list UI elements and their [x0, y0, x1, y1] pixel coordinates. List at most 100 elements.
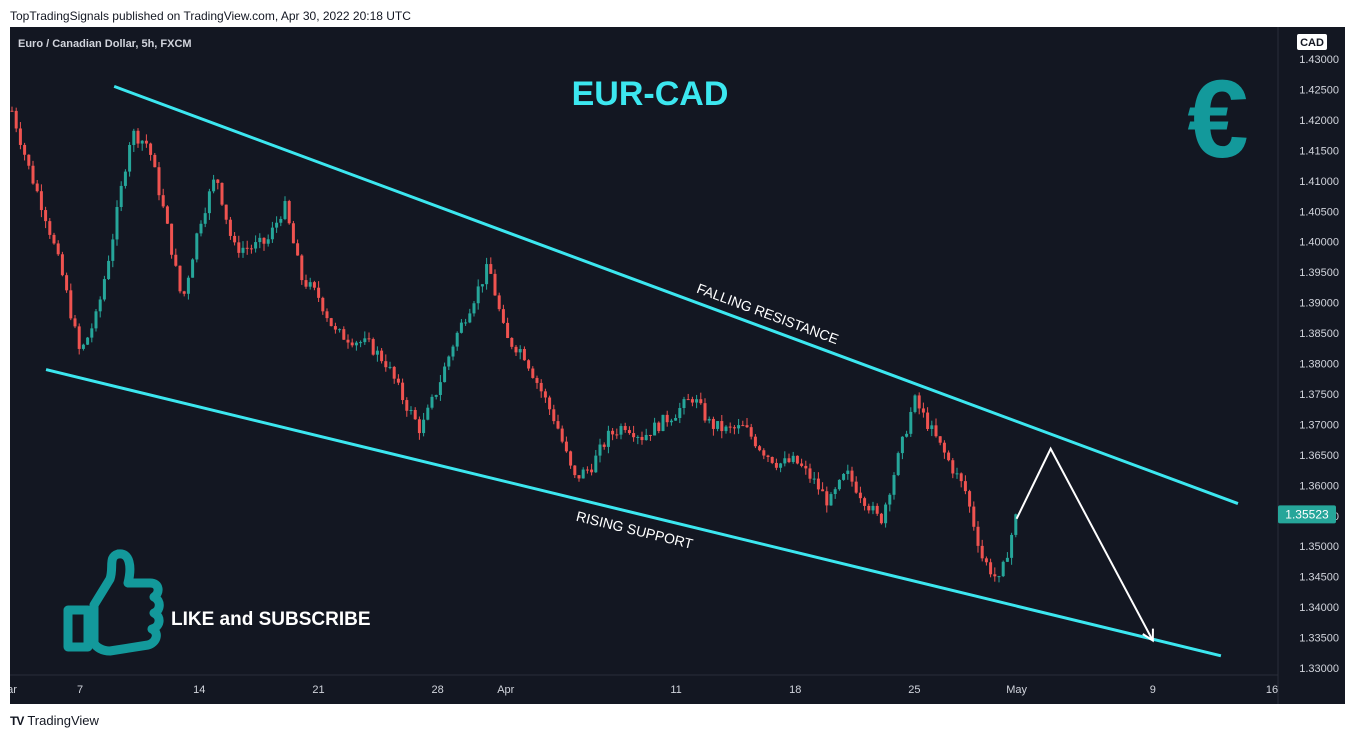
- candle-body: [577, 475, 581, 479]
- candle-body: [464, 322, 468, 324]
- candle-body: [573, 465, 577, 476]
- candle-body: [581, 469, 585, 479]
- candle-body: [233, 235, 237, 243]
- symbol-title: Euro / Canadian Dollar, 5h, FXCM: [18, 38, 192, 50]
- candle-body: [396, 378, 400, 383]
- candle-body: [787, 458, 791, 463]
- candle-body: [157, 167, 161, 196]
- candle-body: [850, 470, 854, 482]
- candle-body: [968, 491, 972, 507]
- candle-body: [665, 414, 669, 423]
- y-tick-label: 1.38500: [1299, 328, 1339, 340]
- subscribe-text: LIKE and SUBSCRIBE: [171, 609, 371, 630]
- candle-body: [653, 422, 657, 436]
- candle-body: [401, 382, 405, 401]
- candle-body: [833, 489, 837, 495]
- candle-body: [65, 275, 69, 291]
- candle-body: [732, 427, 736, 429]
- candle-body: [81, 344, 85, 349]
- candle-body: [304, 280, 308, 287]
- candle-body: [480, 284, 484, 287]
- currency-badge: CAD: [1297, 34, 1327, 50]
- candle-body: [18, 128, 22, 145]
- y-tick-label: 1.37500: [1299, 389, 1339, 401]
- candle-body: [926, 412, 930, 429]
- time-axis: ar 7 14 21 28 Apr 11 18 25 May 9 16: [10, 674, 1278, 696]
- candle-body: [703, 403, 707, 421]
- candle-body: [249, 248, 253, 250]
- candle-body: [737, 425, 741, 429]
- candle-body: [384, 361, 388, 368]
- y-tick-label: 1.40500: [1299, 206, 1339, 218]
- y-tick-label: 1.33500: [1299, 633, 1339, 645]
- candle-body: [829, 494, 833, 506]
- candle-body: [153, 154, 157, 168]
- candle-body: [325, 311, 329, 319]
- candle-body: [766, 455, 770, 457]
- candle-body: [161, 195, 165, 207]
- candle-body: [300, 255, 304, 281]
- candle-body: [506, 322, 510, 339]
- candle-body: [711, 418, 715, 429]
- candle-body: [632, 433, 636, 438]
- candle-body: [825, 491, 829, 506]
- x-tick-label: 11: [670, 684, 681, 696]
- candle-body: [657, 422, 661, 432]
- candle-body: [321, 297, 325, 312]
- x-tick-label: 16: [1266, 684, 1278, 696]
- candle-body: [535, 377, 539, 383]
- candle-body: [560, 428, 564, 442]
- candle-body: [312, 282, 316, 288]
- candle-body: [48, 221, 52, 235]
- candle-body: [245, 247, 249, 249]
- x-tick-label: 14: [193, 684, 205, 696]
- candle-body: [884, 504, 888, 524]
- candle-body: [123, 171, 127, 186]
- candle-body: [493, 273, 497, 296]
- candle-body: [338, 329, 342, 331]
- x-tick-label: 25: [908, 684, 920, 696]
- candle-body: [690, 399, 694, 403]
- candle-layer: [10, 106, 1018, 583]
- y-tick-label: 1.41000: [1299, 176, 1339, 188]
- candle-body: [934, 425, 938, 437]
- candle-body: [564, 441, 568, 452]
- y-tick-label: 1.37000: [1299, 419, 1339, 431]
- x-tick-label: Apr: [497, 684, 514, 696]
- candle-body: [602, 444, 606, 447]
- candle-body: [1010, 534, 1014, 558]
- candle-body: [900, 436, 904, 454]
- candle-body: [854, 481, 858, 493]
- candle-body: [459, 322, 463, 333]
- candle-body: [569, 451, 573, 466]
- candle-body: [451, 346, 455, 357]
- candle-body: [863, 498, 867, 506]
- candle-body: [795, 455, 799, 464]
- candle-body: [749, 427, 753, 437]
- candle-body: [262, 237, 266, 244]
- candle-body: [195, 233, 199, 260]
- candle-body: [254, 242, 258, 249]
- candle-body: [661, 414, 665, 432]
- price-axis: 1.43000 1.42500 1.42000 1.41500 1.41000 1.405…: [1277, 27, 1339, 704]
- candle-body: [816, 478, 820, 490]
- chart-panel[interactable]: FALLING RESISTANCE RISING SUPPORT 1.43000…: [10, 27, 1345, 704]
- candle-body: [531, 368, 535, 378]
- candle-body: [921, 408, 925, 413]
- candle-body: [346, 339, 350, 343]
- y-tick-label: 1.40000: [1299, 237, 1339, 249]
- candle-body: [984, 558, 988, 563]
- candle-body: [170, 223, 174, 255]
- candle-body: [35, 183, 39, 192]
- rising-support-line: [45, 368, 1222, 658]
- candle-body: [98, 299, 102, 312]
- candle-body: [640, 436, 644, 441]
- candle-body: [905, 433, 909, 437]
- candle-body: [52, 234, 56, 244]
- candle-body: [590, 469, 594, 473]
- candle-body: [291, 223, 295, 244]
- y-tick-label: 1.42500: [1299, 84, 1339, 96]
- euro-icon: €: [1187, 58, 1248, 181]
- candle-body: [140, 140, 144, 144]
